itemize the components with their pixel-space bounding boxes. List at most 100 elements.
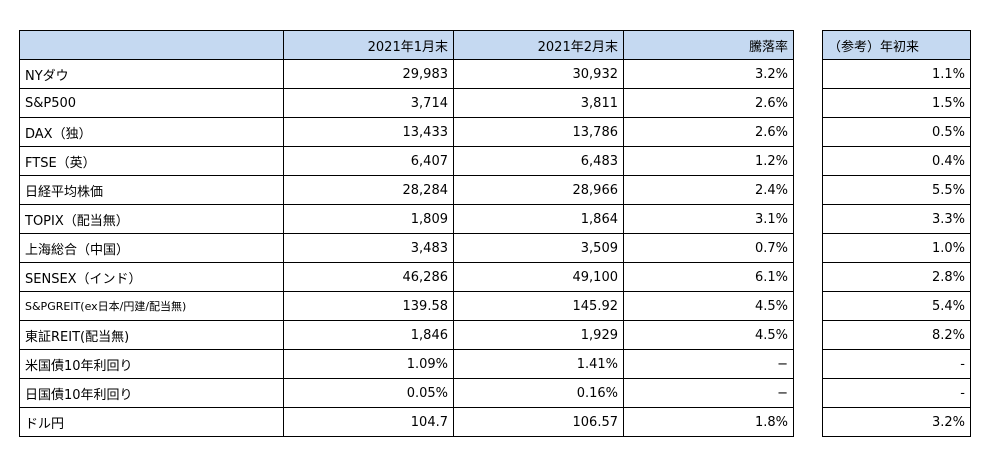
table-row: 0.4% xyxy=(822,146,971,176)
feb-value-cell: 0.16% xyxy=(453,378,624,408)
table-row: 東証REIT(配当無) 1,846 1,929 4.5% xyxy=(19,320,794,350)
ytd-value-cell: - xyxy=(822,378,971,408)
jan-value-cell: 3,483 xyxy=(283,233,454,263)
ytd-value-cell: 5.4% xyxy=(822,291,971,321)
table-row: 0.5% xyxy=(822,117,971,147)
header-change-rate: 騰落率 xyxy=(623,30,794,60)
table-row: 8.2% xyxy=(822,320,971,350)
feb-value-cell: 3,509 xyxy=(453,233,624,263)
jan-value-cell: 139.58 xyxy=(283,291,454,321)
table-row: 1.5% xyxy=(822,88,971,118)
header-index-name xyxy=(19,30,284,60)
row-name-cell: S&P500 xyxy=(19,88,284,118)
ytd-value-cell: 1.0% xyxy=(822,233,971,263)
table-row: S&PGREIT(ex日本/円建/配当無) 139.58 145.92 4.5% xyxy=(19,291,794,321)
ytd-value-cell: 2.8% xyxy=(822,262,971,292)
jan-value-cell: 1.09% xyxy=(283,349,454,379)
row-name-cell: FTSE（英） xyxy=(19,146,284,176)
row-name-cell: 東証REIT(配当無) xyxy=(19,320,284,350)
table-row: 日経平均株価 28,284 28,966 2.4% xyxy=(19,175,794,205)
feb-value-cell: 49,100 xyxy=(453,262,624,292)
change-rate-cell: 2.4% xyxy=(623,175,794,205)
feb-value-cell: 30,932 xyxy=(453,59,624,89)
table-row: 日国債10年利回り 0.05% 0.16% − xyxy=(19,378,794,408)
feb-value-cell: 28,966 xyxy=(453,175,624,205)
ytd-value-cell: 3.2% xyxy=(822,407,971,437)
jan-value-cell: 1,809 xyxy=(283,204,454,234)
table-row: 3.2% xyxy=(822,407,971,437)
table-row: 米国債10年利回り 1.09% 1.41% − xyxy=(19,349,794,379)
change-rate-cell: 3.1% xyxy=(623,204,794,234)
jan-value-cell: 13,433 xyxy=(283,117,454,147)
ytd-value-cell: 0.5% xyxy=(822,117,971,147)
jan-value-cell: 0.05% xyxy=(283,378,454,408)
table-row: SENSEX（インド） 46,286 49,100 6.1% xyxy=(19,262,794,292)
table-row: DAX（独） 13,433 13,786 2.6% xyxy=(19,117,794,147)
feb-value-cell: 106.57 xyxy=(453,407,624,437)
ytd-value-cell: 8.2% xyxy=(822,320,971,350)
row-name-cell: 米国債10年利回り xyxy=(19,349,284,379)
change-rate-cell: 4.5% xyxy=(623,291,794,321)
ytd-value-cell: 1.5% xyxy=(822,88,971,118)
table-row: 5.5% xyxy=(822,175,971,205)
jan-value-cell: 104.7 xyxy=(283,407,454,437)
header-feb-end: 2021年2月末 xyxy=(453,30,624,60)
row-name-cell: 日経平均株価 xyxy=(19,175,284,205)
change-rate-cell: 6.1% xyxy=(623,262,794,292)
ytd-value-cell: 1.1% xyxy=(822,59,971,89)
ytd-value-cell: 3.3% xyxy=(822,204,971,234)
jan-value-cell: 46,286 xyxy=(283,262,454,292)
change-rate-cell: 1.2% xyxy=(623,146,794,176)
change-rate-cell: − xyxy=(623,378,794,408)
table-row: NYダウ 29,983 30,932 3.2% xyxy=(19,59,794,89)
table-row: 2.8% xyxy=(822,262,971,292)
row-name-cell: ドル円 xyxy=(19,407,284,437)
ytd-reference-table: （参考）年初来 1.1% 1.5% 0.5% 0.4% 5.5% 3.3% 1.0% 2.8%… xyxy=(822,30,971,437)
header-row: 2021年1月末 2021年2月末 騰落率 xyxy=(19,30,794,60)
header-jan-end: 2021年1月末 xyxy=(283,30,454,60)
table-row: ドル円 104.7 106.57 1.8% xyxy=(19,407,794,437)
row-name-cell: 日国債10年利回り xyxy=(19,378,284,408)
row-name-cell: 上海総合（中国） xyxy=(19,233,284,263)
feb-value-cell: 145.92 xyxy=(453,291,624,321)
feb-value-cell: 1.41% xyxy=(453,349,624,379)
table-row: 1.0% xyxy=(822,233,971,263)
header-ytd-reference: （参考）年初来 xyxy=(822,30,971,60)
header-row: （参考）年初来 xyxy=(822,30,971,60)
jan-value-cell: 29,983 xyxy=(283,59,454,89)
market-performance-table: 2021年1月末 2021年2月末 騰落率 NYダウ 29,983 30,932 3.… xyxy=(19,30,794,437)
row-name-cell: S&PGREIT(ex日本/円建/配当無) xyxy=(19,291,284,321)
feb-value-cell: 6,483 xyxy=(453,146,624,176)
row-name-cell: SENSEX（インド） xyxy=(19,262,284,292)
table-row: 3.3% xyxy=(822,204,971,234)
feb-value-cell: 3,811 xyxy=(453,88,624,118)
row-name-cell: NYダウ xyxy=(19,59,284,89)
jan-value-cell: 6,407 xyxy=(283,146,454,176)
table-row: - xyxy=(822,349,971,379)
ytd-value-cell: 0.4% xyxy=(822,146,971,176)
change-rate-cell: 2.6% xyxy=(623,117,794,147)
ytd-value-cell: 5.5% xyxy=(822,175,971,205)
table-row: 1.1% xyxy=(822,59,971,89)
table-row: 5.4% xyxy=(822,291,971,321)
table-row: - xyxy=(822,378,971,408)
feb-value-cell: 1,929 xyxy=(453,320,624,350)
jan-value-cell: 3,714 xyxy=(283,88,454,118)
table-row: 上海総合（中国） 3,483 3,509 0.7% xyxy=(19,233,794,263)
change-rate-cell: 2.6% xyxy=(623,88,794,118)
feb-value-cell: 1,864 xyxy=(453,204,624,234)
ytd-value-cell: - xyxy=(822,349,971,379)
jan-value-cell: 1,846 xyxy=(283,320,454,350)
change-rate-cell: 1.8% xyxy=(623,407,794,437)
feb-value-cell: 13,786 xyxy=(453,117,624,147)
change-rate-cell: 0.7% xyxy=(623,233,794,263)
table-row: TOPIX（配当無） 1,809 1,864 3.1% xyxy=(19,204,794,234)
jan-value-cell: 28,284 xyxy=(283,175,454,205)
row-name-cell: TOPIX（配当無） xyxy=(19,204,284,234)
change-rate-cell: 4.5% xyxy=(623,320,794,350)
change-rate-cell: 3.2% xyxy=(623,59,794,89)
table-row: S&P500 3,714 3,811 2.6% xyxy=(19,88,794,118)
table-row: FTSE（英） 6,407 6,483 1.2% xyxy=(19,146,794,176)
row-name-cell: DAX（独） xyxy=(19,117,284,147)
change-rate-cell: − xyxy=(623,349,794,379)
